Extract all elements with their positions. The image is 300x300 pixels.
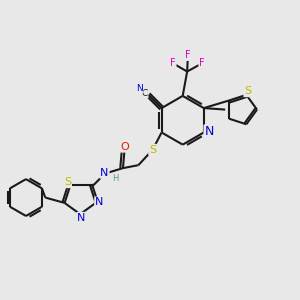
Text: H: H	[112, 174, 119, 183]
Text: N: N	[136, 84, 143, 93]
Text: S: S	[64, 177, 71, 187]
Text: N: N	[95, 197, 103, 207]
Text: O: O	[121, 142, 129, 152]
Text: F: F	[185, 50, 191, 60]
Text: S: S	[149, 145, 156, 155]
Text: N: N	[205, 125, 214, 138]
Text: N: N	[77, 213, 86, 223]
Text: C: C	[142, 89, 148, 98]
Text: S: S	[244, 86, 251, 96]
Text: N: N	[100, 168, 109, 178]
Text: F: F	[199, 58, 205, 68]
Text: F: F	[170, 58, 176, 68]
